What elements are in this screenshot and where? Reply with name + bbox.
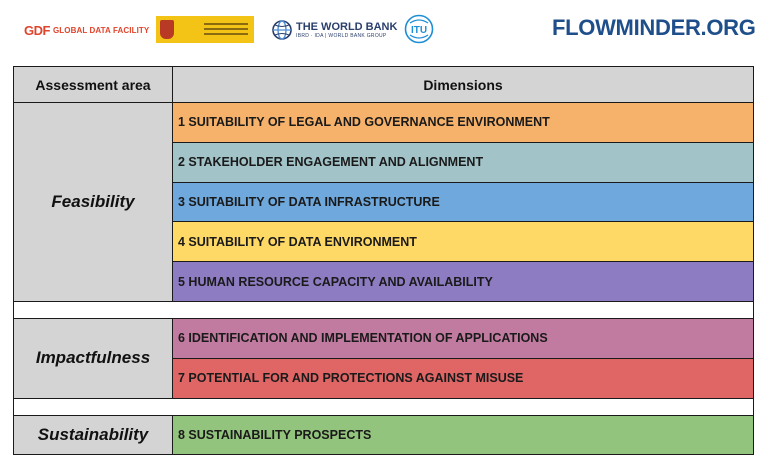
- area-sustainability: Sustainability: [13, 414, 173, 456]
- dimension-misuse-protection: 7 POTENTIAL FOR AND PROTECTIONS AGAINST …: [172, 357, 754, 399]
- dimension-applications: 6 IDENTIFICATION AND IMPLEMENTATION OF A…: [172, 318, 754, 359]
- dimension-legal-governance: 1 SUITABILITY OF LEGAL AND GOVERNANCE EN…: [172, 102, 754, 143]
- dimension-sustainability-prospects: 8 SUSTAINABILITY PROSPECTS: [172, 414, 754, 456]
- world-bank-logo: THE WORLD BANK IBRD · IDA | WORLD BANK G…: [272, 17, 397, 43]
- gdf-logo-text: GLOBAL DATA FACILITY: [52, 25, 150, 35]
- partner-logos: GDF GLOBAL DATA FACILITY THE WORLD BANK …: [0, 0, 768, 60]
- ministry-text-lines: [204, 23, 248, 38]
- world-bank-subtitle: IBRD · IDA | WORLD BANK GROUP: [296, 32, 387, 39]
- flowminder-logo: FLOWMINDER.ORG: [552, 15, 756, 40]
- gdf-logo: GDF GLOBAL DATA FACILITY: [24, 18, 149, 42]
- area-impactfulness: Impactfulness: [13, 318, 173, 399]
- dimension-data-environment: 4 SUITABILITY OF DATA ENVIRONMENT: [172, 221, 754, 263]
- header-assessment-area: Assessment area: [13, 66, 173, 103]
- gdf-logo-mark: GDF: [24, 22, 50, 38]
- world-bank-title: THE WORLD BANK: [296, 20, 398, 33]
- group-spacer: [13, 397, 754, 416]
- header-dimensions: Dimensions: [172, 66, 754, 103]
- coat-of-arms-icon: [160, 20, 174, 39]
- dimension-human-resource: 5 HUMAN RESOURCE CAPACITY AND AVAILABILI…: [172, 261, 754, 302]
- itu-logo-text: ITU: [411, 25, 427, 36]
- dimension-data-infrastructure: 3 SUITABILITY OF DATA INFRASTRUCTURE: [172, 181, 754, 223]
- group-spacer: [13, 301, 754, 319]
- area-feasibility: Feasibility: [13, 102, 173, 302]
- dimension-stakeholder-engagement: 2 STAKEHOLDER ENGAGEMENT AND ALIGNMENT: [172, 141, 754, 183]
- assessment-table: Assessment area Dimensions Feasibility 1…: [13, 66, 754, 456]
- itu-logo: ITU: [404, 14, 434, 44]
- globe-icon: [272, 20, 292, 40]
- spain-government-logo: [156, 16, 254, 43]
